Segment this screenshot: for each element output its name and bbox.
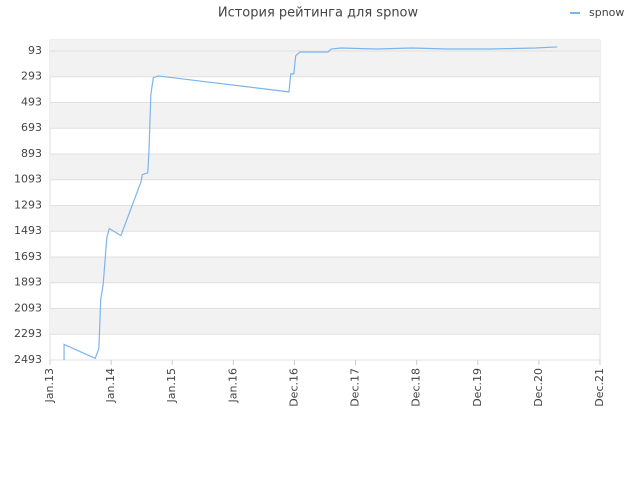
y-tick-label: 1293: [14, 198, 42, 211]
y-tick-label: 1493: [14, 224, 42, 237]
grid-band: [50, 205, 600, 232]
x-tick-label: Jan.13: [43, 368, 56, 403]
y-tick-label: 693: [21, 121, 42, 134]
x-tick-label: Jan.14: [104, 368, 117, 403]
x-tick-label: Dec.19: [471, 368, 484, 407]
x-tick-label: Jan.16: [226, 368, 239, 403]
grid-band: [50, 153, 600, 180]
y-tick-label: 2093: [14, 301, 42, 314]
plot-area: [49, 39, 601, 361]
series-line: [63, 46, 558, 360]
y-tick-label: 893: [21, 147, 42, 160]
y-tick-label: 293: [21, 70, 42, 83]
y-tick-label: 1093: [14, 173, 42, 186]
x-tick-label: Dec.16: [287, 368, 300, 407]
grid-band: [50, 308, 600, 335]
chart-title: История рейтинга для spnow: [218, 6, 419, 21]
grid-band: [50, 256, 600, 283]
y-tick-label: 493: [21, 95, 42, 108]
y-tick-label: 2493: [14, 353, 42, 366]
grid-band: [50, 102, 600, 129]
x-tick-label: Dec.20: [532, 368, 545, 407]
x-tick-label: Jan.15: [165, 368, 178, 403]
y-tick-label: 1893: [14, 276, 42, 289]
y-tick-label: 1693: [14, 250, 42, 263]
legend-label: spnow: [589, 6, 624, 19]
x-tick-label: Dec.21: [593, 368, 606, 407]
y-tick-label: 2293: [14, 327, 42, 340]
grid-band: [50, 40, 600, 77]
y-tick-label: 93: [28, 44, 42, 57]
x-tick-label: Dec.18: [410, 368, 423, 407]
x-tick-label: Dec.17: [349, 368, 362, 407]
